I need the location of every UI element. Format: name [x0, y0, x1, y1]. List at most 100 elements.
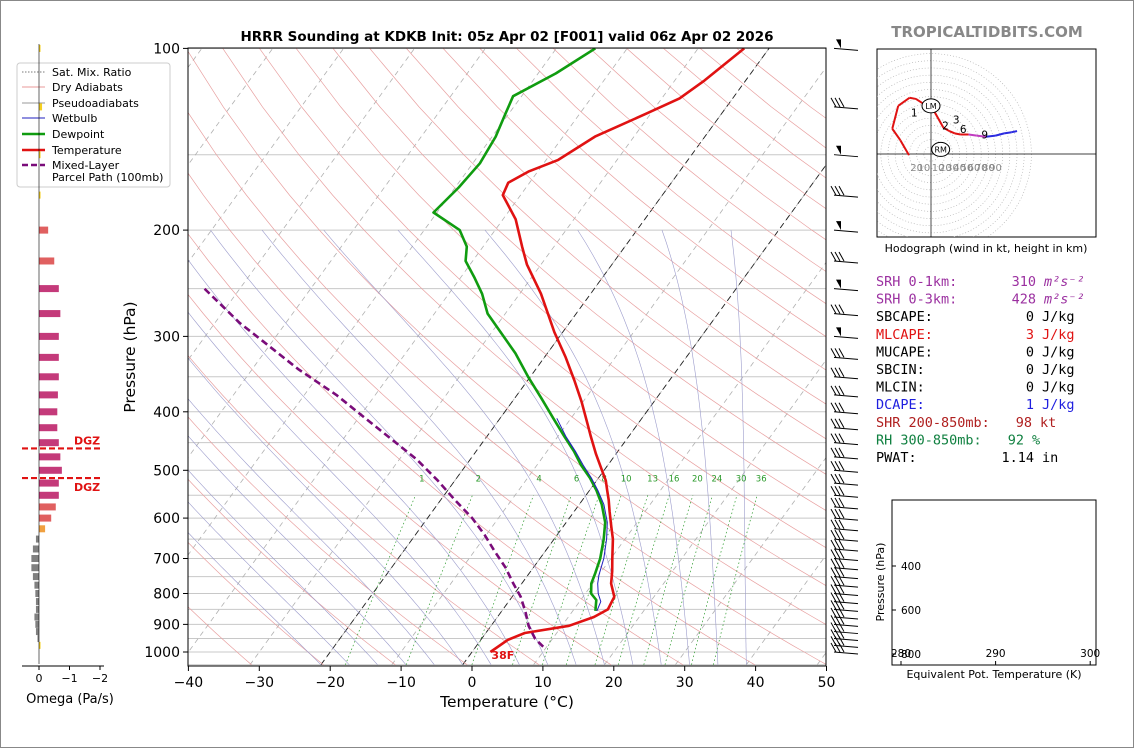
hodograph-height-label: 2 — [942, 120, 949, 132]
wind-barb-feather — [838, 592, 845, 602]
isotherm-line — [188, 48, 486, 459]
wind-barb-feather — [838, 575, 845, 586]
stat-value: 98 — [1016, 415, 1032, 431]
mixing-ratio-label: 10 — [621, 475, 632, 485]
wind-barb-staff — [833, 651, 859, 655]
stat-label: MLCAPE: — [876, 327, 933, 343]
hodograph-trace — [891, 105, 900, 130]
y-tick-label: 1000 — [144, 645, 180, 661]
y-tick-label: 500 — [153, 463, 180, 479]
dry-adiabat-line — [188, 294, 612, 666]
wind-barb-feather — [830, 549, 837, 559]
wind-barb-staff — [833, 576, 859, 580]
wind-barb-feather — [838, 607, 845, 618]
theta-e-x-tick-label: 300 — [1080, 648, 1100, 660]
stat-unit: J/kg — [1042, 327, 1075, 343]
dry-adiabat-line — [188, 50, 826, 625]
wind-barb — [830, 497, 859, 510]
wind-barb-feather — [838, 615, 845, 625]
x-tick-label: 10 — [534, 675, 552, 691]
dry-adiabat-line — [188, 478, 396, 666]
stat-label: RH 300-850mb: — [876, 432, 982, 448]
omega-bar — [31, 555, 39, 563]
wind-barb-feather — [838, 622, 845, 632]
stat-label: SRH 0-3km: — [876, 292, 957, 308]
hodograph-ring-label: 20 — [910, 163, 923, 174]
omega-bar — [39, 453, 61, 461]
wind-barb-feather — [830, 486, 837, 496]
stat-value: 428 — [1012, 292, 1036, 308]
wind-barb-feather — [830, 575, 837, 586]
wind-barb-staff — [833, 482, 859, 486]
dry-adiabat-line — [479, 48, 826, 338]
storm-motion-marker — [921, 98, 941, 114]
pseudoadiabat-line — [188, 501, 350, 666]
mixing-ratio-label: 36 — [756, 475, 767, 485]
omega-bar — [39, 525, 46, 533]
wind-barb-feather — [838, 348, 845, 358]
y-axis-label: Pressure (hPa) — [121, 301, 139, 412]
hodograph-trace — [942, 126, 950, 132]
wind-barb — [830, 418, 859, 431]
wind-barb-feather — [834, 558, 841, 568]
wind-barb-feather — [830, 600, 837, 610]
wind-barb-feather — [838, 642, 845, 653]
wind-barb — [830, 575, 859, 588]
omega-bar — [34, 613, 39, 621]
wind-barb-staff — [833, 411, 859, 415]
wind-barb-feather — [830, 558, 837, 568]
hodograph-caption: Hodograph (wind in kt, height in km) — [885, 242, 1088, 255]
omega-panel: 0 −1 −2 DGZ DGZ — [22, 44, 108, 685]
wind-barb-feather — [838, 497, 845, 508]
omega-x-tick-label: 0 — [36, 672, 43, 685]
wind-barb — [830, 636, 859, 648]
wind-barb-flag — [836, 279, 841, 289]
wind-barb-staff — [833, 335, 859, 339]
stat-row: SHR 200-850mb: 98 kt — [876, 415, 1056, 431]
dry-adiabat-line — [188, 233, 684, 666]
wind-barb — [830, 402, 859, 415]
wind-barb-feather — [838, 529, 845, 540]
wind-barb-feather — [834, 642, 841, 653]
hodograph-frame — [876, 48, 1097, 238]
x-tick-label: −40 — [174, 675, 204, 691]
mixing-ratio-label: 24 — [711, 475, 722, 485]
hodograph-trace — [968, 133, 977, 137]
stat-value: 1 — [1026, 397, 1034, 413]
omega-x-tick-label: −1 — [61, 672, 77, 685]
stat-row: SBCAPE: 0 J/kg — [876, 309, 1075, 325]
wind-barb-staff — [833, 376, 859, 380]
hodograph-ring-label: 20 — [939, 163, 952, 174]
wind-barb — [830, 97, 859, 110]
x-tick-label: −20 — [315, 675, 345, 691]
stat-row: PWAT: 1.14 in — [876, 450, 1058, 466]
wind-barb-feather — [838, 385, 845, 396]
omega-bar — [39, 285, 59, 293]
x-tick-label: 0 — [468, 675, 477, 691]
hodograph-height-label: 6 — [960, 124, 967, 136]
wind-barb-staff — [833, 313, 859, 317]
wind-barb-feather — [838, 549, 845, 559]
x-tick-label: 20 — [605, 675, 623, 691]
wind-barb-feather — [838, 304, 845, 314]
wind-barb-feather — [830, 592, 837, 602]
omega-x-tick-label: −2 — [92, 672, 108, 685]
stat-label: MUCAPE: — [876, 344, 933, 360]
wind-barb-feather — [838, 251, 845, 262]
wind-barb — [833, 145, 859, 158]
wind-barb — [833, 39, 859, 51]
wind-barb-feather — [834, 461, 841, 471]
hodograph-height-label: 9 — [981, 129, 988, 141]
dry-adiabat-line — [332, 48, 826, 475]
legend-label: Dewpoint — [52, 128, 105, 141]
wind-barb-feather — [830, 584, 837, 594]
wind-barb-feather — [838, 558, 845, 568]
y-tick-label: 900 — [153, 617, 180, 633]
wind-barb-feather — [838, 461, 845, 471]
omega-bar — [35, 628, 39, 636]
mixing-ratio-label: 16 — [669, 475, 680, 485]
hodograph-trace — [954, 132, 961, 136]
wind-barb-feather — [830, 447, 837, 458]
dry-adiabat-line — [188, 355, 540, 666]
